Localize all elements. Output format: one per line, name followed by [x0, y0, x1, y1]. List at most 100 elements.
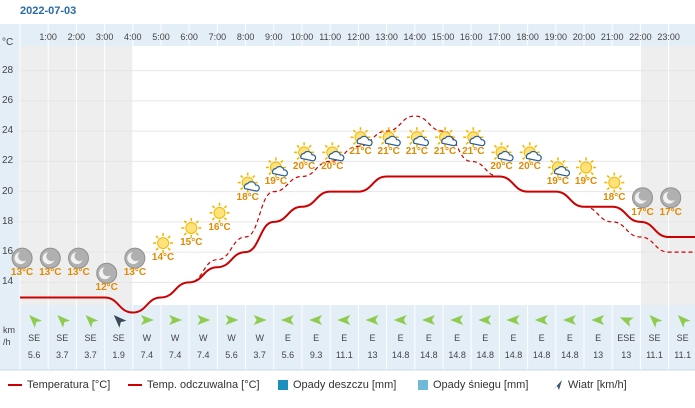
sun-ray [195, 220, 199, 224]
y-tick-label: 18 [2, 215, 14, 227]
wind-arrow-icon [85, 315, 99, 328]
wind-unit-label: km [3, 325, 15, 335]
sun-ray [381, 129, 385, 133]
temp-label: 20°C [518, 161, 541, 173]
legend-wind-label: Wiatr [km/h] [568, 379, 627, 391]
wind-arrow-icon [197, 315, 211, 325]
temp-label: 21°C [433, 146, 457, 158]
hour-label: 13:00 [375, 32, 398, 42]
wind-arrow-shape [169, 315, 183, 325]
wind-arrow-icon [562, 315, 576, 325]
wind-direction: W [142, 333, 152, 343]
wind-direction: E [454, 333, 461, 343]
wind-direction: SE [56, 333, 69, 343]
sun-ray [465, 129, 469, 133]
moon-crescent [99, 267, 111, 280]
y-tick-label: 24 [2, 125, 14, 137]
sun-ray [223, 217, 228, 221]
temp-label: 21°C [405, 146, 429, 158]
wind-speed: 14.8 [561, 350, 579, 360]
sun-ray [324, 156, 328, 160]
sun-ray [606, 186, 610, 191]
wind-arrow-icon [365, 315, 379, 325]
wind-direction: E [341, 333, 348, 343]
sun-disc [157, 237, 170, 250]
wind-arrow-icon [553, 380, 562, 390]
wind-speed: 14.8 [504, 350, 523, 360]
sun-ray [352, 141, 357, 145]
wind-direction: SE [112, 333, 125, 343]
wind-arrow-shape [280, 315, 294, 325]
temp-label: 18°C [603, 191, 626, 203]
wind-arrow-icon [309, 315, 323, 325]
sun-ray [268, 171, 272, 176]
wind-direction: E [369, 333, 376, 343]
sun-ray [562, 159, 566, 164]
hour-header-band [0, 24, 695, 46]
wind-speed: 9.3 [309, 350, 323, 360]
sun-ray [155, 247, 159, 251]
legend-feels[interactable]: Temp. odczuwalna [°C] [128, 378, 260, 392]
legend-temp-swatch [8, 384, 22, 386]
night-shading [668, 46, 695, 305]
sun-icon [576, 157, 597, 178]
sun-ray [352, 129, 357, 133]
moon-icon [68, 247, 89, 269]
hour-label: 6:00 [180, 32, 198, 42]
temp-label: 16°C [208, 221, 231, 233]
wind-arrow-shape [225, 315, 239, 325]
wind-direction: E [397, 333, 404, 343]
temp-label: 12°C [95, 282, 118, 294]
hour-label: 23:00 [657, 32, 680, 42]
temp-label: 21°C [377, 146, 400, 158]
sun-ray [240, 186, 244, 191]
legend-wind[interactable]: Wiatr [km/h] [551, 378, 627, 392]
wind-speed: 14.8 [391, 350, 410, 360]
hour-label: 18:00 [516, 32, 539, 42]
sun-ray [437, 141, 441, 145]
sun-disc [185, 221, 198, 234]
wind-speed: 14.8 [532, 350, 551, 360]
wind-direction: E [538, 333, 545, 343]
wind-direction: E [425, 333, 432, 343]
sun-ray [522, 144, 526, 148]
wind-arrow-icon [57, 315, 71, 328]
sun-ray [437, 129, 441, 133]
wind-direction: E [313, 333, 320, 343]
legend-snow-swatch [418, 380, 428, 390]
hour-label: 22:00 [629, 32, 652, 42]
wind-speed: 14.8 [448, 350, 466, 360]
legend-temp[interactable]: Temperatura [°C] [8, 378, 110, 392]
wind-speed: 5.6 [225, 350, 238, 360]
legend-rain[interactable]: Opady deszczu [mm] [278, 378, 396, 392]
sun-disc [580, 161, 593, 174]
moon-icon [11, 247, 33, 269]
wind-arrow-icon [29, 315, 42, 328]
wind-direction: E [284, 333, 291, 343]
sun-ray [578, 171, 582, 176]
wind-arrow-shape [309, 315, 323, 325]
moon-crescent [70, 252, 83, 265]
wind-arrow-icon [591, 315, 605, 325]
sun-ray [308, 144, 312, 148]
sun-ray [381, 141, 385, 145]
wind-arrow-icon [393, 315, 407, 325]
wind-direction: W [227, 333, 236, 343]
cloud-icon [356, 135, 373, 147]
wind-speed: 3.7 [253, 350, 266, 360]
sun-ray [522, 156, 526, 160]
hour-label: 7:00 [208, 32, 227, 42]
legend-snow[interactable]: Opady śniegu [mm] [418, 378, 528, 392]
wind-speed: 13 [593, 350, 604, 360]
cloud-icon [412, 135, 430, 147]
sun-ray [421, 129, 425, 133]
wind-speed: 7.4 [197, 350, 210, 360]
hour-label: 12:00 [347, 32, 370, 42]
cloud-icon [328, 150, 345, 162]
wind-direction: E [595, 333, 602, 343]
hour-label: 5:00 [152, 32, 170, 42]
sun-ray [493, 144, 498, 148]
hour-label: 11:00 [319, 32, 342, 42]
wind-arrow-shape [478, 315, 492, 325]
wind-arrow-shape [85, 315, 99, 328]
